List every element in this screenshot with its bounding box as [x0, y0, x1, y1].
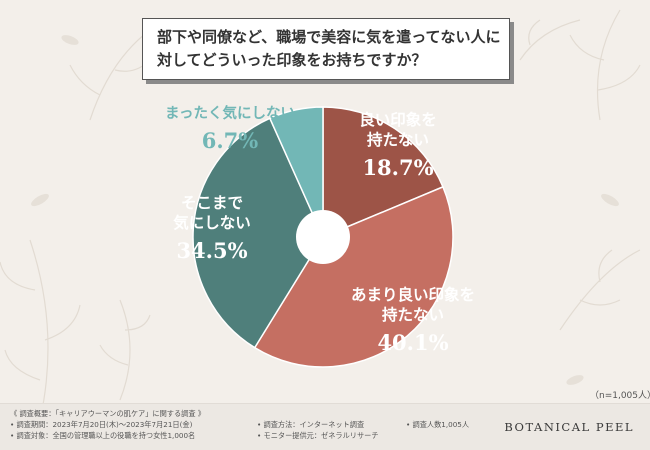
donut-hole: [296, 210, 350, 264]
brand-logo: BOTANICAL PEEL: [504, 420, 634, 434]
slice-1-label-line-1: 持たない: [382, 305, 444, 324]
question-title-line-1: 部下や同僚など、職場で美容に気を遣ってない人に: [157, 28, 501, 46]
slice-3: [268, 106, 324, 238]
sample-size: （n=1,005人）: [590, 391, 650, 401]
survey-count: • 調査人数1,005人: [406, 420, 470, 429]
slice-2-label-line-1: 気にしない: [173, 213, 251, 232]
slice-1: [253, 185, 454, 368]
survey-method: • 調査方法：インターネット調査: [257, 420, 365, 429]
survey-footer: 《 調査概要：「キャリアウーマンの肌ケア」に関する調査 》 • 調査期間：202…: [0, 403, 650, 450]
slice-2-label-line-0: そこまで: [181, 193, 243, 212]
slice-0-label-line-0: 良い印象を: [359, 110, 437, 129]
slice-0-value: 18.7%: [362, 155, 433, 180]
survey-target: • 調査対象：全国の管理職以上の役職を持つ女性1,000名: [10, 431, 196, 440]
survey-overview: 《 調査概要：「キャリアウーマンの肌ケア」に関する調査 》: [10, 409, 206, 418]
slice-2: [192, 117, 324, 349]
slice-0-label-line-1: 持たない: [367, 130, 429, 149]
slice-3-label-line-0: まったく気にしない: [165, 104, 295, 122]
slice-1-label-line-0: あまり良い印象を: [351, 285, 475, 304]
slice-2-value: 34.5%: [176, 238, 247, 263]
survey-period: • 調査期間：2023年7月20日(木)～2023年7月21日(金): [10, 420, 193, 429]
slice-3-value: 6.7%: [202, 128, 259, 153]
slice-1-value: 40.1%: [377, 330, 448, 355]
survey-provider: • モニター提供元：ゼネラルリサーチ: [257, 431, 379, 440]
question-title-line-2: 対してどういった印象をお持ちですか？: [157, 51, 427, 69]
slice-0: [322, 106, 444, 239]
question-title-box: 部下や同僚など、職場で美容に気を遣ってない人に 対してどういった印象をお持ちです…: [142, 18, 510, 80]
